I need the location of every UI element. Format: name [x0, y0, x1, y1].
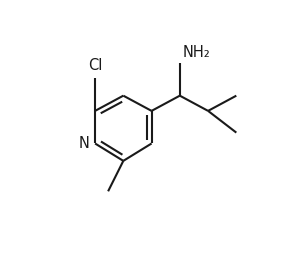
Text: N: N: [79, 136, 90, 151]
Text: NH₂: NH₂: [183, 45, 211, 60]
Text: Cl: Cl: [88, 58, 102, 73]
